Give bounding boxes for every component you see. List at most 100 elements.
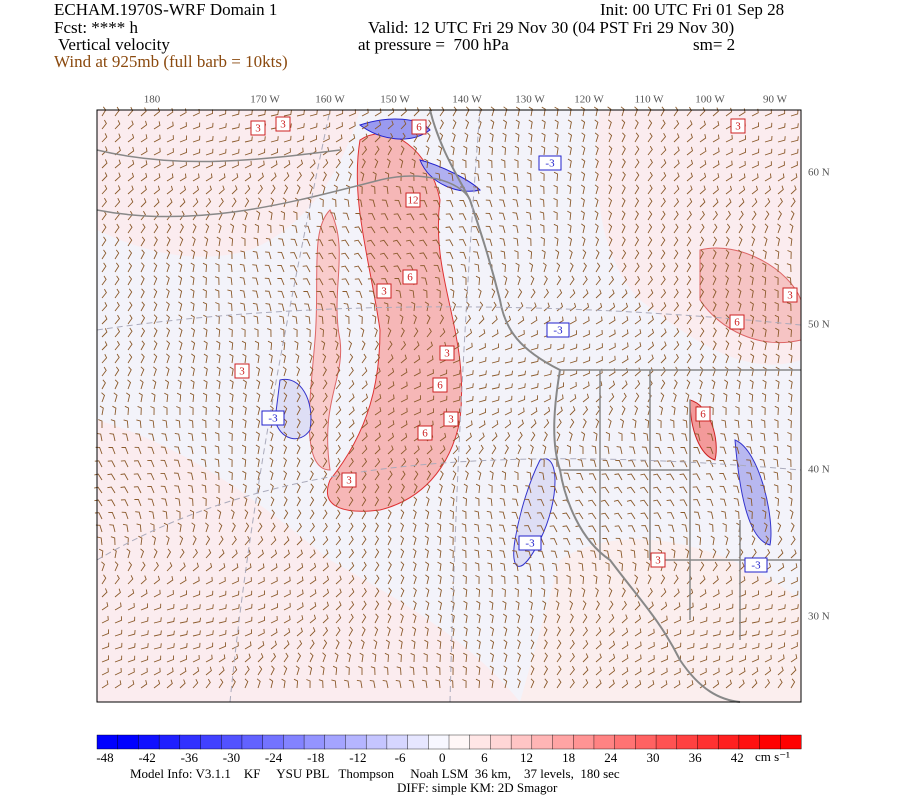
wind-legend: Wind at 925mb (full barb = 10kts)	[54, 52, 288, 71]
contour-label: 6	[407, 272, 413, 284]
contour-label: 12	[408, 195, 419, 207]
field-area	[97, 420, 520, 702]
contour-label-box	[730, 118, 746, 134]
colorbar-swatch	[241, 734, 264, 750]
colorbar-swatch	[221, 734, 243, 750]
diff-info: DIFF: simple KM: 2D Smagor	[397, 780, 558, 795]
coastline	[429, 109, 741, 703]
latitude-label: 60 N	[808, 167, 830, 179]
coastline	[96, 149, 471, 218]
title: ECHAM.1970S-WRF Domain 1	[54, 0, 277, 19]
contour-label: 3	[280, 119, 286, 131]
field-area	[97, 110, 360, 257]
contour-label-box	[261, 410, 285, 426]
colorbar-swatch	[759, 734, 781, 750]
contour-label-box	[538, 155, 562, 171]
contour-label-box	[782, 287, 798, 303]
colorbar-swatch	[158, 734, 181, 750]
contour-label-box	[650, 552, 666, 568]
colorbar-tick-label: 6	[481, 750, 488, 765]
contour-label-box	[744, 557, 768, 573]
contour-label: 6	[422, 428, 428, 440]
colorbar-tick-label: 24	[604, 750, 618, 765]
pressure-level: at pressure = 700 hPa	[358, 35, 509, 54]
colorbar-swatch	[386, 734, 409, 750]
longitude-label: 110 W	[634, 94, 664, 106]
contour-label: -3	[751, 560, 761, 572]
colorbar-tick-label: 30	[646, 750, 659, 765]
colorbar-swatch	[573, 734, 595, 750]
longitude-label: 180	[144, 94, 161, 106]
contour-label-box	[402, 269, 418, 285]
colorbar-tick-label: 36	[689, 750, 703, 765]
contour-label: -3	[268, 413, 278, 425]
colorbar-swatch	[655, 734, 678, 750]
colorbar-swatch	[262, 734, 284, 750]
colorbar-tick-label: -24	[265, 750, 283, 765]
colorbar-swatch	[717, 734, 740, 750]
field-area	[327, 133, 463, 512]
contour-label-box	[417, 425, 433, 441]
field-area	[734, 439, 772, 546]
contour-label: -3	[525, 538, 535, 550]
colorbar-swatch	[780, 734, 802, 750]
colorbar-swatch	[138, 734, 160, 750]
latitude-label: 40 N	[808, 464, 830, 476]
forecast-hour: Fcst: **** h	[54, 18, 139, 37]
colorbar-tick-label: 42	[731, 750, 744, 765]
contour-label: 3	[255, 123, 261, 135]
colorbar-tick-label: -12	[349, 750, 366, 765]
contour-label-box	[275, 116, 291, 132]
colorbar-swatch	[200, 734, 222, 750]
latitude-label: 50 N	[808, 319, 830, 331]
colorbar-swatch	[117, 734, 139, 750]
longitude-label: 140 W	[452, 94, 482, 106]
colorbar-swatch	[345, 734, 367, 750]
contour-label-box	[729, 314, 745, 330]
colorbar-tick-label: 0	[439, 750, 446, 765]
map: 3 3 6 -3 12 6 3 -3 3 6 3 -3 3 6 3 -3 3 -3 3 3 6 6	[94, 106, 802, 703]
contour-label-box	[411, 119, 427, 135]
longitude-label: 120 W	[574, 94, 604, 106]
contour-label: 6	[700, 409, 706, 421]
field-area	[520, 539, 801, 702]
colorbar-tick-label: 18	[562, 750, 575, 765]
longitude-label: 100 W	[695, 94, 725, 106]
colorbar-swatch	[428, 734, 450, 750]
colorbar-swatch	[490, 734, 512, 750]
contour-label: 3	[444, 348, 450, 360]
contour-label-box	[546, 322, 570, 338]
colorbar-swatch	[96, 734, 119, 750]
colorbar-swatch	[448, 734, 471, 750]
colorbar-swatch	[283, 734, 305, 750]
colorbar-swatch	[697, 734, 719, 750]
contour-label-box	[443, 411, 459, 427]
contour-label-box	[234, 363, 250, 379]
contour-label: 3	[381, 286, 387, 298]
colorbar-swatch	[738, 734, 761, 750]
colorbar-swatch	[614, 734, 636, 750]
contour-label-box	[432, 377, 448, 393]
colorbar-tick-label: -18	[307, 750, 324, 765]
contour-label: -3	[553, 325, 563, 337]
contour-label-box	[250, 120, 266, 136]
colorbar-swatch	[324, 734, 346, 750]
contour-label-box	[376, 283, 392, 299]
contour-label: 3	[448, 414, 454, 426]
contour-label-box	[439, 345, 455, 361]
field-name: Vertical velocity	[58, 35, 170, 54]
colorbar-swatch	[531, 734, 554, 750]
contour-label-box	[695, 406, 711, 422]
contour-label: 6	[416, 122, 422, 134]
colorbar-swatch	[676, 734, 698, 750]
colorbar-swatch	[593, 734, 616, 750]
colorbar-swatch	[365, 734, 388, 750]
contour-label: -3	[545, 158, 555, 170]
longitude-label: 160 W	[315, 94, 345, 106]
model-info: Model Info: V3.1.1 KF YSU PBL Thompson N…	[130, 766, 620, 781]
contour-label-box	[518, 535, 542, 551]
colorbar-swatch	[407, 734, 429, 750]
colorbar-tick-label: 12	[520, 750, 533, 765]
colorbar-swatch	[469, 734, 491, 750]
contour-label: 3	[735, 121, 741, 133]
